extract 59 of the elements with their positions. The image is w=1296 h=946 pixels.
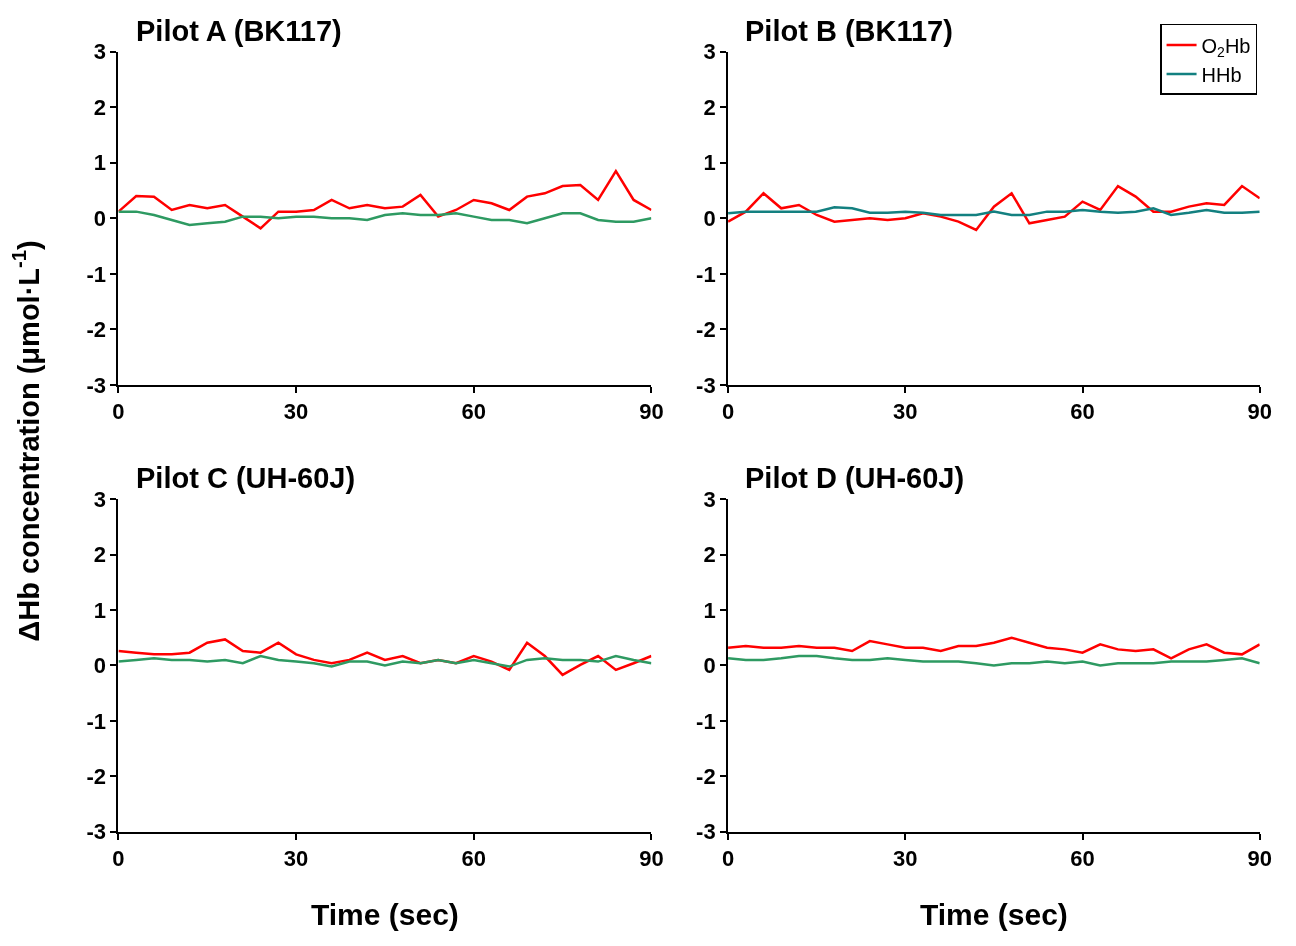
y-tick-label: -3	[696, 819, 716, 845]
x-tick-label: 60	[461, 399, 486, 425]
y-tick-label: 2	[703, 94, 716, 120]
y-tick-label: -2	[86, 317, 107, 343]
y-tick-label: 1	[703, 150, 716, 176]
y-tick-label: 1	[93, 150, 107, 176]
y-tick-label: -3	[86, 372, 107, 398]
x-tick-label: 0	[721, 846, 735, 872]
x-axis-title: Time (sec)	[311, 898, 459, 931]
line-series	[118, 654, 652, 668]
y-tick-label: -2	[696, 317, 716, 343]
x-tick-label: 60	[461, 846, 486, 872]
y-tick-label: 0	[93, 206, 107, 231]
y-tick-label: -2	[86, 763, 107, 789]
y-tick-label: -2	[696, 763, 716, 789]
y-tick-label: 3	[93, 486, 107, 512]
y-tick-label: 3	[93, 39, 107, 65]
y-tick-label: -1	[86, 708, 107, 734]
y-tick-label: -1	[696, 261, 716, 287]
line-series	[728, 184, 1260, 232]
x-tick-label: 30	[283, 399, 309, 425]
y-tick-label: -1	[696, 708, 716, 734]
y-tick-label: 2	[93, 94, 107, 120]
y-tick-label: 1	[93, 597, 107, 623]
y-tick-label: 3	[703, 39, 716, 65]
legend-label: O$_{2}$Hb	[1201, 34, 1251, 60]
chart-title: Pilot A (BK117)	[136, 15, 342, 47]
y-tick-label: -1	[86, 261, 107, 287]
legend-label: HHb	[1201, 63, 1242, 86]
x-tick-label: 90	[639, 399, 664, 425]
y-tick-label: 0	[93, 653, 107, 679]
x-tick-label: 90	[1247, 399, 1272, 425]
y-tick-label: 0	[703, 653, 716, 679]
line-series	[728, 205, 1260, 217]
chart-title: Pilot C (UH-60J)	[136, 462, 356, 494]
line-series	[118, 210, 652, 227]
x-tick-label: 60	[1070, 399, 1095, 425]
y-tick-label: 2	[703, 542, 716, 568]
chart-title: Pilot B (BK117)	[745, 15, 953, 47]
x-tick-label: 0	[112, 846, 125, 872]
x-tick-label: 0	[112, 399, 125, 425]
line-series	[118, 169, 652, 230]
y-tick-label: 1	[703, 597, 716, 623]
x-tick-label: 60	[1070, 846, 1095, 872]
x-tick-label: 30	[283, 846, 309, 872]
line-series	[728, 636, 1260, 660]
y-tick-label: -3	[86, 819, 107, 845]
y-tick-label: 0	[703, 206, 716, 231]
x-axis-title: Time (sec)	[920, 898, 1068, 931]
x-tick-label: 90	[639, 846, 664, 872]
x-tick-label: 90	[1247, 846, 1272, 872]
x-tick-label: 0	[721, 399, 735, 425]
y-tick-label: 3	[703, 486, 716, 512]
line-series	[728, 654, 1260, 667]
y-tick-label: -3	[696, 372, 716, 398]
chart-title: Pilot D (UH-60J)	[745, 462, 965, 494]
x-tick-label: 30	[893, 846, 918, 872]
x-tick-label: 30	[893, 399, 918, 425]
y-tick-label: 2	[93, 542, 107, 568]
